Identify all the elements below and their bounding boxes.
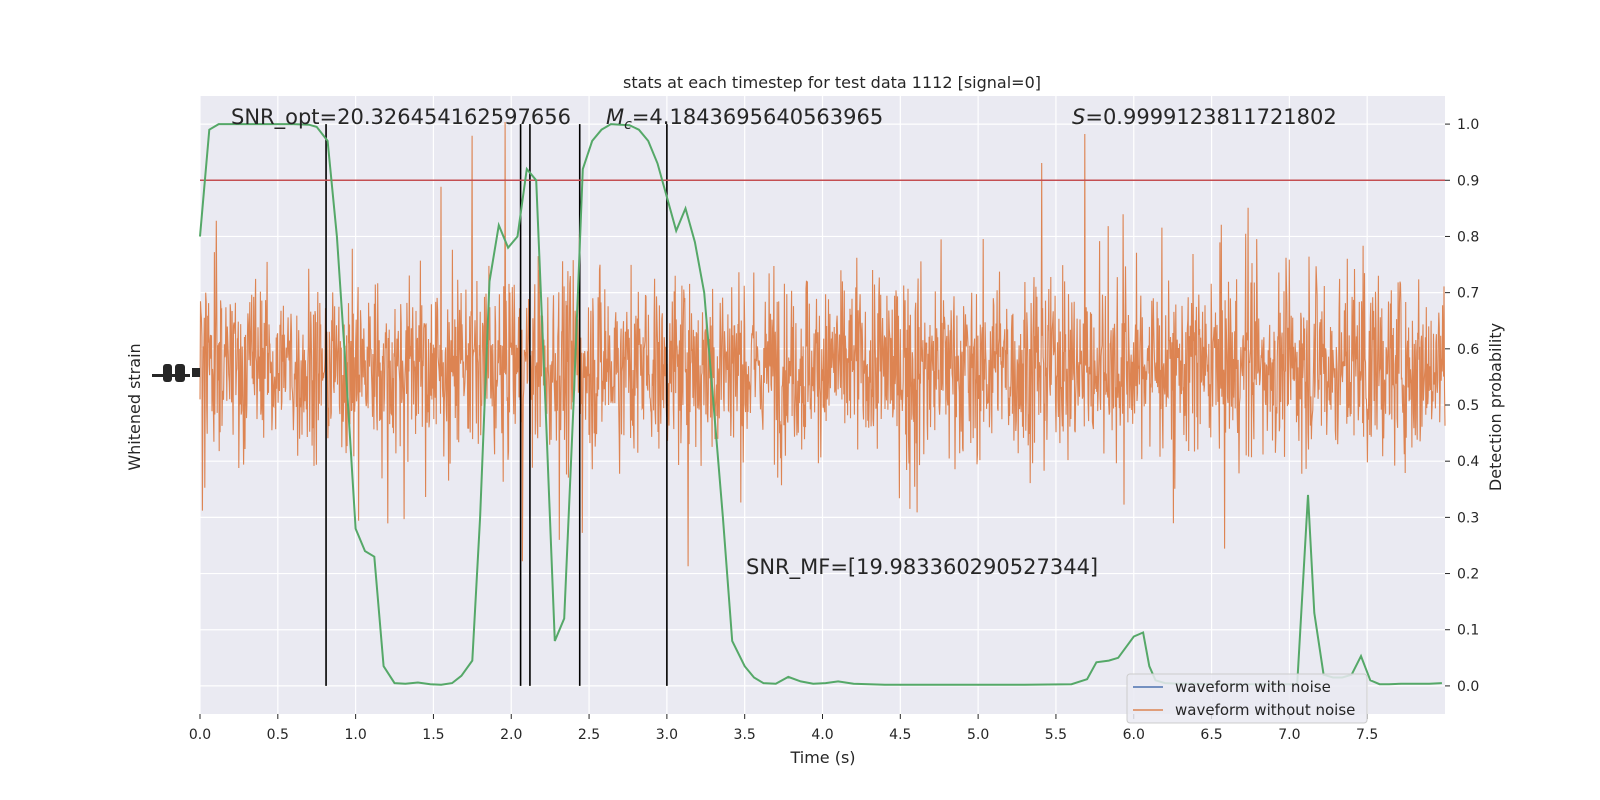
x-axis-label: Time (s) [789, 748, 855, 767]
y-axis-left-label: Whitened strain [125, 343, 144, 470]
x-tick-label: 1.5 [422, 727, 444, 743]
s-symbol: S [1072, 105, 1085, 129]
y-tick-label: 0.0 [1457, 679, 1479, 695]
mc-annotation: Mc=4.1843695640563965 [606, 105, 883, 133]
event-markers [325, 124, 668, 686]
waveform-without-noise-line [199, 121, 1446, 567]
y-tick-label: 0.5 [1457, 398, 1479, 414]
mc-symbol: M [606, 105, 624, 129]
s-annotation: S=0.9999123811721802 [1072, 105, 1337, 129]
x-tick-label: 3.0 [656, 727, 678, 743]
legend: waveform with noise waveform without noi… [1126, 673, 1368, 724]
y-tick-label: 0.4 [1457, 454, 1479, 470]
y-tick-label: 0.2 [1457, 567, 1479, 583]
snr-opt-annotation: SNR_opt=20.326454162597656 [231, 105, 571, 130]
legend-box [1126, 673, 1368, 724]
y-tick-label: 1.0 [1457, 117, 1479, 133]
y-tick-label: 0.9 [1457, 173, 1479, 189]
s-value: =0.9999123811721802 [1085, 105, 1336, 129]
y-axis-left-tick-cluster [152, 364, 200, 382]
y-tick-label: 0.7 [1457, 286, 1479, 302]
x-tick-label: 7.0 [1278, 727, 1300, 743]
x-tick-label: 0.5 [267, 727, 289, 743]
mc-subscript: c [624, 117, 632, 133]
waveform-without-noise-series [199, 121, 1446, 567]
x-tick-label: 5.5 [1045, 727, 1067, 743]
x-tick-label: 7.5 [1356, 727, 1378, 743]
y-tick-label: 0.6 [1457, 342, 1479, 358]
mc-value: =4.1843695640563965 [632, 105, 883, 129]
x-tick-label: 2.0 [500, 727, 522, 743]
y-tick-label: 0.1 [1457, 623, 1479, 639]
y-tick-label: 0.8 [1457, 229, 1479, 245]
x-axis-ticks: 0.0 0.5 1.0 1.5 2.0 2.5 3.0 3.5 4.0 4.5 5.0 5.5 6.0 6… [189, 714, 1378, 743]
x-tick-label: 4.0 [811, 727, 833, 743]
x-tick-label: 6.5 [1200, 727, 1222, 743]
chart-title: stats at each timestep for test data 111… [623, 73, 1041, 92]
x-tick-label: 3.5 [734, 727, 756, 743]
y-axis-right-label: Detection probability [1486, 323, 1505, 491]
legend-label-with-noise: waveform with noise [1175, 678, 1331, 696]
snr-mf-annotation: SNR_MF=[19.983360290527344] [746, 555, 1098, 580]
y-tick-label: 0.3 [1457, 510, 1479, 526]
x-tick-label: 5.0 [967, 727, 989, 743]
x-tick-label: 6.0 [1123, 727, 1145, 743]
y-axis-right-ticks: 0.0 0.1 0.2 0.3 0.4 0.5 0.6 0.7 0.8 0.9 1.0 [1445, 117, 1479, 695]
x-tick-label: 4.5 [889, 727, 911, 743]
x-tick-label: 2.5 [578, 727, 600, 743]
legend-label-without-noise: waveform without noise [1175, 701, 1355, 719]
x-tick-label: 1.0 [344, 727, 366, 743]
x-tick-label: 0.0 [189, 727, 211, 743]
